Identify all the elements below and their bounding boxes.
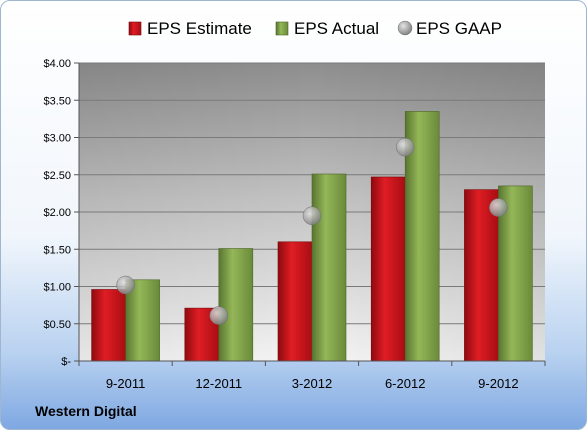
x-tick-label: 9-2011 xyxy=(106,376,146,391)
y-tick-label: $1.50 xyxy=(43,244,71,256)
bar-eps-actual xyxy=(218,248,254,362)
legend-label: EPS GAAP xyxy=(416,19,502,38)
y-tick-label: $- xyxy=(61,356,71,368)
x-tick-label: 6-2012 xyxy=(385,376,425,391)
bar-eps-estimate xyxy=(91,289,126,362)
y-tick-label: $1.00 xyxy=(43,282,71,294)
x-tick-label: 3-2012 xyxy=(292,376,332,391)
gaap-markers xyxy=(116,137,508,325)
y-axis: $- $0.50 $1.00 $1.50 $2.00 $2.50 $3.00 $3.50 $4.… xyxy=(43,58,80,368)
bar-eps-estimate xyxy=(464,189,499,362)
y-tick-label: $0.50 xyxy=(43,319,71,331)
legend-swatch xyxy=(128,21,142,36)
y-tick-label: $3.50 xyxy=(43,95,71,107)
legend: EPS Estimate EPS Actual EPS GAAP xyxy=(128,19,502,38)
bar-eps-estimate xyxy=(370,176,406,362)
bar-eps-estimate xyxy=(277,241,313,362)
y-tick-label: $4.00 xyxy=(43,58,71,70)
bar-eps-actual xyxy=(311,173,347,362)
marker-eps-gaap xyxy=(395,137,415,157)
legend-swatch xyxy=(397,20,413,36)
x-tick-label: 9-2012 xyxy=(478,376,518,391)
marker-eps-gaap xyxy=(489,198,508,217)
y-tick-label: $2.50 xyxy=(43,170,71,182)
x-axis: 9-2011 12-2011 3-2012 6-2012 9-2012 xyxy=(78,360,546,391)
marker-eps-gaap xyxy=(116,275,135,295)
legend-swatch xyxy=(275,21,289,36)
x-tick-label: 12-2011 xyxy=(195,376,242,391)
company-name: Western Digital xyxy=(35,403,137,419)
y-tick-label: $3.00 xyxy=(43,133,71,145)
bars xyxy=(91,111,533,362)
legend-label: EPS Actual xyxy=(294,19,379,38)
y-tick-label: $2.00 xyxy=(43,207,71,219)
marker-eps-gaap xyxy=(302,206,322,225)
legend-label: EPS Estimate xyxy=(147,19,252,38)
marker-eps-gaap xyxy=(209,306,229,325)
